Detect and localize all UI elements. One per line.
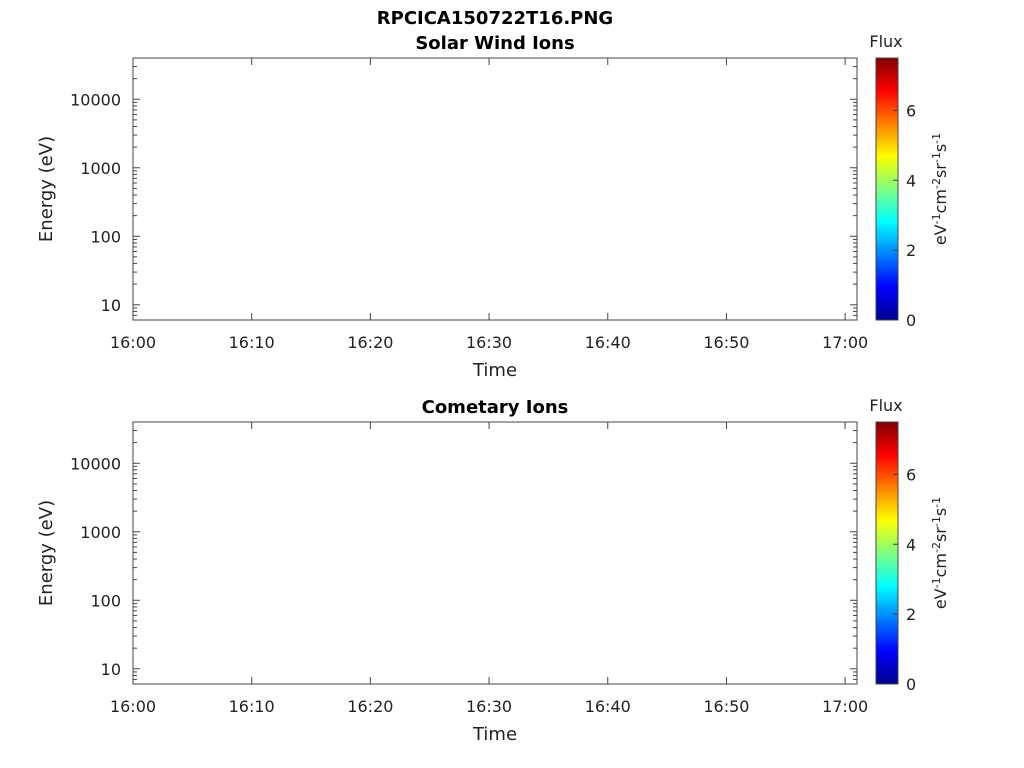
panel-title: Solar Wind Ions: [415, 33, 574, 54]
figure-title: RPCICA150722T16.PNG: [377, 8, 613, 29]
